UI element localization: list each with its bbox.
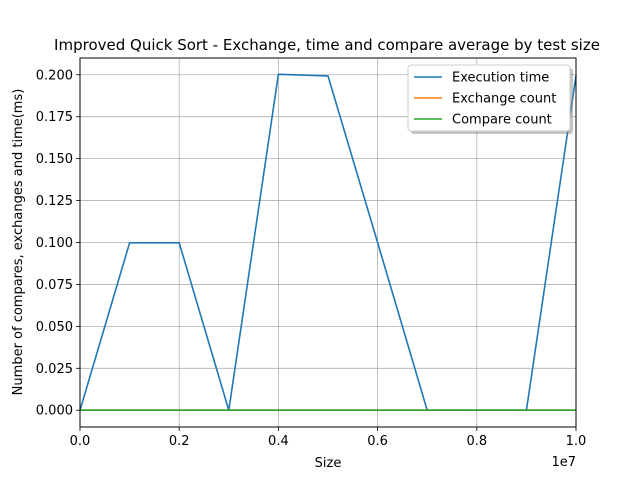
- y-tick-label: 0.025: [36, 362, 73, 377]
- axis-ticks: 0.0 0.2 0.4 0.6 0.8 1.0 0.000 0.025 0.050 0.075 0.…: [36, 68, 587, 449]
- x-tick-label: 0.8: [466, 434, 487, 449]
- x-tick-label: 0.0: [70, 434, 91, 449]
- series-lines: [79, 73, 577, 412]
- x-tick-label: 0.2: [169, 434, 190, 449]
- legend-box: [407, 64, 571, 132]
- x-tick-label: 1.0: [566, 434, 587, 449]
- y-tick-label: 0.175: [36, 110, 73, 125]
- y-tick-label: 0.050: [36, 320, 73, 335]
- x-axis-offset-label: 1e7: [551, 455, 576, 470]
- y-tick-label: 0.000: [36, 404, 73, 419]
- y-tick-label: 0.200: [36, 68, 73, 83]
- x-tick-label: 0.4: [268, 434, 289, 449]
- y-tick-label: 0.125: [36, 194, 73, 209]
- chart-title: Improved Quick Sort - Exchange, time and…: [54, 36, 600, 54]
- legend-label-0: Execution time: [452, 71, 549, 86]
- legend-label-2: Compare count: [452, 113, 552, 128]
- y-tick-label: 0.100: [36, 236, 73, 251]
- y-axis-title: Number of compares, exchanges and time(m…: [11, 89, 26, 396]
- y-tick-label: 0.150: [36, 152, 73, 167]
- y-tick-label: 0.075: [36, 278, 73, 293]
- x-tick-label: 0.6: [367, 434, 388, 449]
- legend: Execution time Exchange count Compare coun…: [407, 64, 573, 134]
- legend-label-1: Exchange count: [452, 92, 556, 107]
- x-axis-title: Size: [315, 456, 342, 471]
